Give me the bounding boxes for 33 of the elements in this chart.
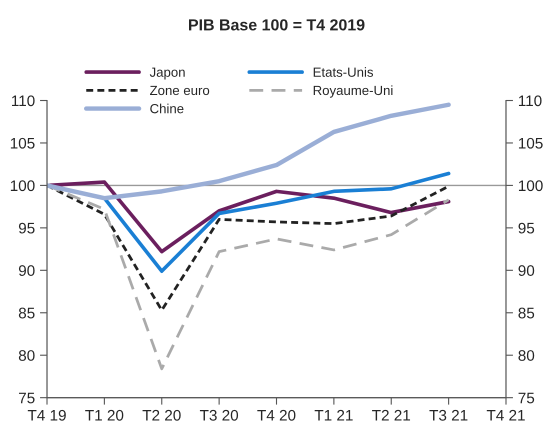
line-series: [47, 180, 450, 254]
chart-title: PIB Base 100 = T4 2019: [189, 19, 364, 31]
legend-label: Royaume-Uni: [314, 85, 392, 98]
y-tick-label: 90: [18, 265, 35, 276]
y2-tick-label: 80: [518, 350, 534, 361]
legend-label: Etats-Unis: [314, 67, 374, 77]
x-tick-label: T4 19: [28, 410, 66, 421]
y2-tick-label: 85: [518, 308, 534, 318]
y-tick-label: 80: [18, 350, 35, 361]
x-tick-label: T1 21: [314, 410, 353, 421]
y2-tick-label: 110: [518, 95, 542, 106]
y-tick-label: 110: [12, 95, 35, 106]
y-tick-label: 75: [18, 392, 35, 404]
y2-tick-label: 100: [518, 180, 543, 192]
legend-label: Chine: [150, 104, 184, 114]
line-series: [47, 102, 451, 200]
x-tick-label: T3 20: [200, 410, 238, 421]
y-tick-label: 95: [18, 222, 35, 234]
x-tick-label: T4 20: [257, 410, 296, 421]
legend-label: Japon: [150, 68, 185, 80]
y2-tick-label: 105: [518, 138, 543, 149]
x-tick-label: T2 21: [372, 410, 410, 421]
y-tick-label: 100: [10, 180, 35, 192]
x-tick-label: T3 21: [429, 410, 468, 421]
x-tick-label: T1 20: [85, 410, 124, 421]
y2-tick-label: 90: [518, 265, 534, 276]
x-tick-label: T4 21: [486, 410, 525, 421]
x-tick-label: T2 20: [142, 410, 181, 421]
y2-tick-label: 75: [518, 392, 534, 404]
legend-label: Zone euro: [150, 86, 210, 96]
y2-tick-label: 95: [518, 222, 534, 234]
y-tick-label: 85: [18, 308, 35, 318]
y-tick-label: 105: [10, 138, 35, 149]
